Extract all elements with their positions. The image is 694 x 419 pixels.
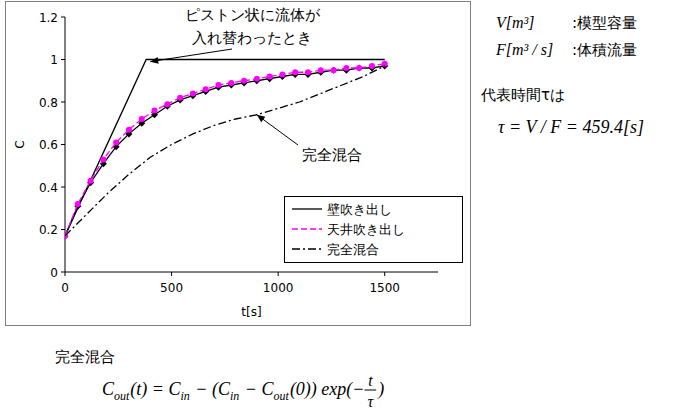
series-marker [139, 116, 145, 122]
y-tick-label: 0.2 [39, 223, 58, 237]
annotation-arrow [150, 49, 232, 64]
side-desc: :模型容量 [572, 14, 637, 32]
tau-label: 代表時間τは [480, 86, 565, 104]
side-symbol: V[m³] [496, 14, 535, 31]
series-marker [100, 156, 106, 162]
tau-formula: τ = V / F = 459.4[s] [498, 117, 644, 137]
chart-canvas: 0 0.2 0.4 0.6 0.8 1 1.2 0 500 1000 1500 t[s] C 壁吹き出し天… [0, 0, 694, 419]
formula-text: (0)) exp(− [290, 379, 365, 400]
series-marker [279, 71, 285, 77]
series-marker [88, 178, 94, 184]
x-tick-label: 0 [61, 281, 69, 295]
series-marker [369, 63, 375, 69]
formula-text: − ( [191, 379, 219, 400]
series-marker [126, 127, 132, 133]
series-marker [177, 95, 183, 101]
legend-swatch [292, 208, 322, 209]
series-marker [152, 108, 158, 114]
x-tick [65, 272, 66, 276]
x-tick-label: 1500 [369, 281, 400, 295]
series-marker [164, 101, 170, 107]
formula-text: (t) = [130, 379, 168, 400]
formula-title: 完全混合 [55, 348, 115, 366]
legend-label: 天井吹き出し [327, 222, 405, 237]
series-marker [356, 65, 363, 72]
y-tick [61, 187, 65, 188]
y-tick [61, 102, 65, 103]
formula-denominator: τ [367, 393, 374, 410]
formula-numerator: t [368, 372, 373, 389]
x-tick [278, 272, 279, 276]
y-tick [61, 17, 65, 18]
formula-text: − [240, 379, 261, 399]
chart-frame [6, 2, 471, 326]
y-tick [61, 59, 65, 60]
annotation-text: 完全混合 [302, 146, 362, 164]
side-symbol: F[m³ / s] [495, 41, 553, 58]
y-tick [61, 144, 65, 145]
y-tick-label: 1.2 [39, 11, 58, 25]
series-marker [241, 78, 247, 84]
y-tick-label: 0.4 [39, 181, 58, 195]
x-tick [171, 272, 172, 276]
series-marker [382, 61, 388, 67]
series-marker [292, 69, 298, 75]
series-marker [318, 67, 324, 73]
series-marker [113, 139, 119, 145]
series-marker [330, 67, 337, 74]
annotation-arrow [257, 115, 298, 145]
x-tick-label: 500 [160, 281, 183, 295]
x-tick [384, 272, 385, 276]
annotation-text: ピストン状に流体が [185, 6, 321, 24]
legend-label: 完全混合 [327, 242, 379, 257]
legend-box [285, 197, 463, 263]
series-marker [228, 80, 234, 86]
formula-subscript: in [230, 389, 239, 403]
x-axis-title: t[s] [241, 305, 261, 319]
formula-fraction-bar [364, 390, 376, 391]
y-tick [61, 272, 65, 273]
legend-label: 壁吹き出し [327, 202, 392, 217]
series-marker [215, 82, 221, 88]
page: {"chart_data": { "type": "line", "x_labe… [0, 0, 694, 419]
y-tick-label: 0.8 [39, 96, 58, 110]
y-tick-label: 0 [50, 266, 58, 280]
x-axis-line [65, 272, 438, 273]
y-axis-title: C [13, 140, 27, 148]
formula-subscript: in [181, 389, 190, 403]
series-marker [267, 74, 273, 80]
side-desc: :体積流量 [572, 41, 637, 59]
series-marker [356, 65, 362, 71]
arrow-shaft [257, 115, 298, 145]
arrow-shaft [150, 49, 232, 62]
series-marker [305, 69, 311, 75]
formula-text: ) [377, 379, 384, 400]
formula-subscript: out [274, 389, 290, 403]
legend-swatch [292, 228, 322, 229]
arrow-head [257, 115, 266, 123]
series-marker [331, 67, 337, 73]
x-tick-label: 1000 [263, 281, 294, 295]
formula-subscript: out [114, 389, 130, 403]
y-tick [61, 229, 65, 230]
series-marker [343, 65, 349, 71]
y-tick-label: 0.6 [39, 138, 58, 152]
legend-swatch [292, 248, 322, 249]
arrow-head [150, 57, 158, 64]
annotation-text: 入れ替わったとき [192, 29, 312, 47]
y-tick-label: 1 [50, 53, 58, 67]
series-marker [75, 201, 81, 207]
series-marker [254, 76, 260, 82]
series-marker [203, 86, 209, 92]
series-marker [190, 91, 196, 97]
